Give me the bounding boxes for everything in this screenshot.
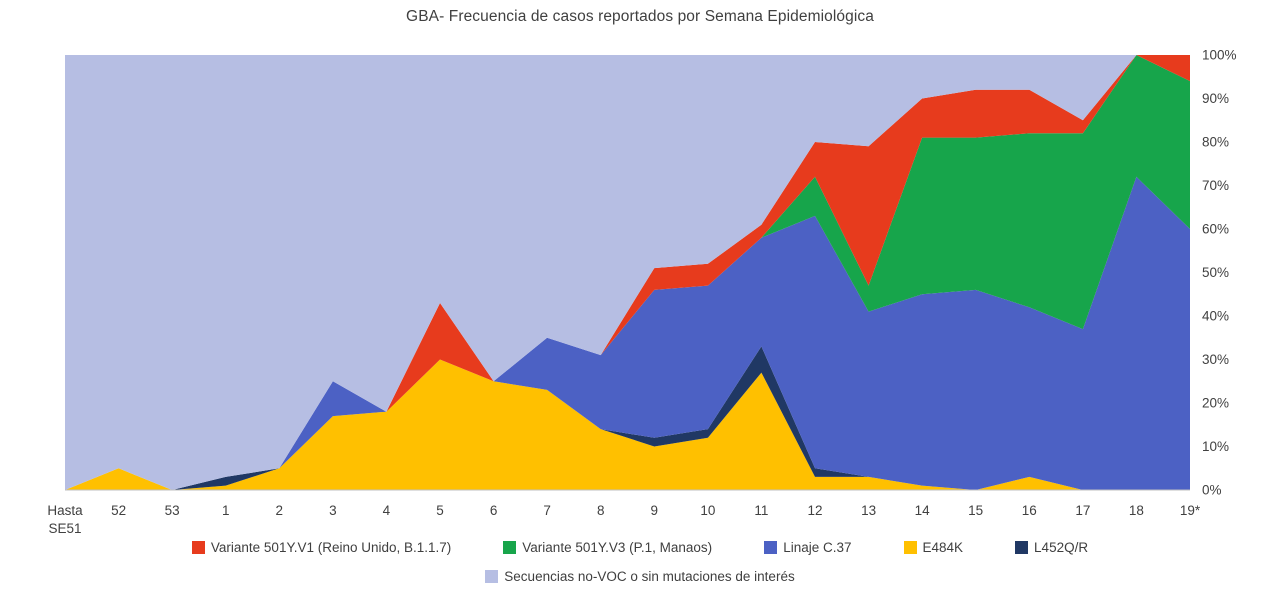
x-axis-tick-label: 1 — [222, 503, 230, 518]
x-axis-tick-label: 18 — [1129, 503, 1144, 518]
legend-item-variante-501y-v1-reino-unido-b-1-1-7: Variante 501Y.V1 (Reino Unido, B.1.1.7) — [191, 540, 452, 555]
chart-title: GBA- Frecuencia de casos reportados por … — [406, 8, 874, 25]
legend-label: E484K — [922, 540, 964, 555]
x-axis-tick-label: 12 — [807, 503, 822, 518]
y-axis-tick-label: 70% — [1202, 178, 1229, 193]
y-axis-tick-label: 0% — [1202, 483, 1222, 498]
legend-item-l452q-r: L452Q/R — [1015, 540, 1088, 555]
legend-swatch-icon — [764, 541, 778, 554]
x-axis-tick-label: 9 — [651, 503, 659, 518]
x-axis-tick-label: 8 — [597, 503, 605, 518]
x-axis-tick-label: 11 — [754, 503, 768, 518]
x-axis-tick-label: 53 — [165, 503, 180, 518]
legend-row-primary: Variante 501Y.V1 (Reino Unido, B.1.1.7) V… — [0, 540, 1280, 555]
legend-swatch-icon — [191, 541, 205, 554]
x-axis-tick-label: 3 — [329, 503, 337, 518]
x-axis-tick-label: 17 — [1075, 503, 1090, 518]
area-series-variante-501y-v3-p-1-manaos — [65, 55, 1190, 490]
x-axis-tick-label: 52 — [111, 503, 126, 518]
area-series-variante-501y-v1-reino-unido-b-1-1-7 — [65, 55, 1190, 490]
legend-label: Variante 501Y.V1 (Reino Unido, B.1.1.7) — [210, 540, 452, 555]
legend-label: Secuencias no-VOC o sin mutaciones de in… — [504, 569, 795, 584]
x-axis-tick-label: 5 — [436, 503, 444, 518]
legend-label: Linaje C.37 — [783, 540, 852, 555]
area-series-e484k — [65, 359, 1190, 490]
legend-item-e484k: E484K — [903, 540, 964, 555]
x-axis-tick-label: 2 — [276, 503, 284, 518]
y-axis-tick-label: 20% — [1202, 396, 1229, 411]
area-series-secuencias-no-voc-o-sin-mutaciones-de-inter-s — [65, 55, 1190, 490]
legend-swatch-icon — [903, 541, 917, 554]
x-axis-tick-label: 19* — [1180, 503, 1201, 518]
x-axis-tick-label: 6 — [490, 503, 498, 518]
y-axis-tick-label: 10% — [1202, 439, 1229, 454]
y-axis-tick-label: 90% — [1202, 91, 1229, 106]
y-axis-tick-label: 40% — [1202, 309, 1229, 324]
x-axis-tick-label: 15 — [968, 503, 983, 518]
legend-swatch-icon — [485, 570, 499, 583]
x-axis-tick-label: 10 — [700, 503, 715, 518]
legend-swatch-icon — [1015, 541, 1029, 554]
legend-swatch-icon — [503, 541, 517, 554]
x-axis-tick-label: 13 — [861, 503, 876, 518]
x-axis-tick-label: 4 — [383, 503, 391, 518]
y-axis-tick-label: 60% — [1202, 222, 1229, 237]
x-axis-tick-label: Hasta — [47, 503, 83, 518]
x-axis-tick-label: 16 — [1022, 503, 1037, 518]
y-axis-tick-label: 100% — [1202, 48, 1237, 63]
x-axis-tick-label: 7 — [543, 503, 551, 518]
area-series-linaje-c-37 — [65, 176, 1190, 491]
y-axis-tick-label: 30% — [1202, 352, 1229, 367]
legend-label: Variante 501Y.V3 (P.1, Manaos) — [522, 540, 713, 555]
x-axis-tick-label: 14 — [915, 503, 931, 518]
y-axis-tick-label: 50% — [1202, 265, 1229, 280]
x-axis-tick-label: SE51 — [48, 521, 81, 536]
legend-item-variante-501y-v3-p-1-manaos: Variante 501Y.V3 (P.1, Manaos) — [503, 540, 712, 555]
legend-item-secuencias-no-voc-o-sin-mutaciones-de-inter-s: Secuencias no-VOC o sin mutaciones de in… — [485, 569, 795, 584]
legend-label: L452Q/R — [1034, 540, 1089, 555]
y-axis-tick-label: 80% — [1202, 135, 1229, 150]
legend-item-linaje-c-37: Linaje C.37 — [764, 540, 852, 555]
legend-row-secondary: Secuencias no-VOC o sin mutaciones de in… — [0, 569, 1280, 584]
